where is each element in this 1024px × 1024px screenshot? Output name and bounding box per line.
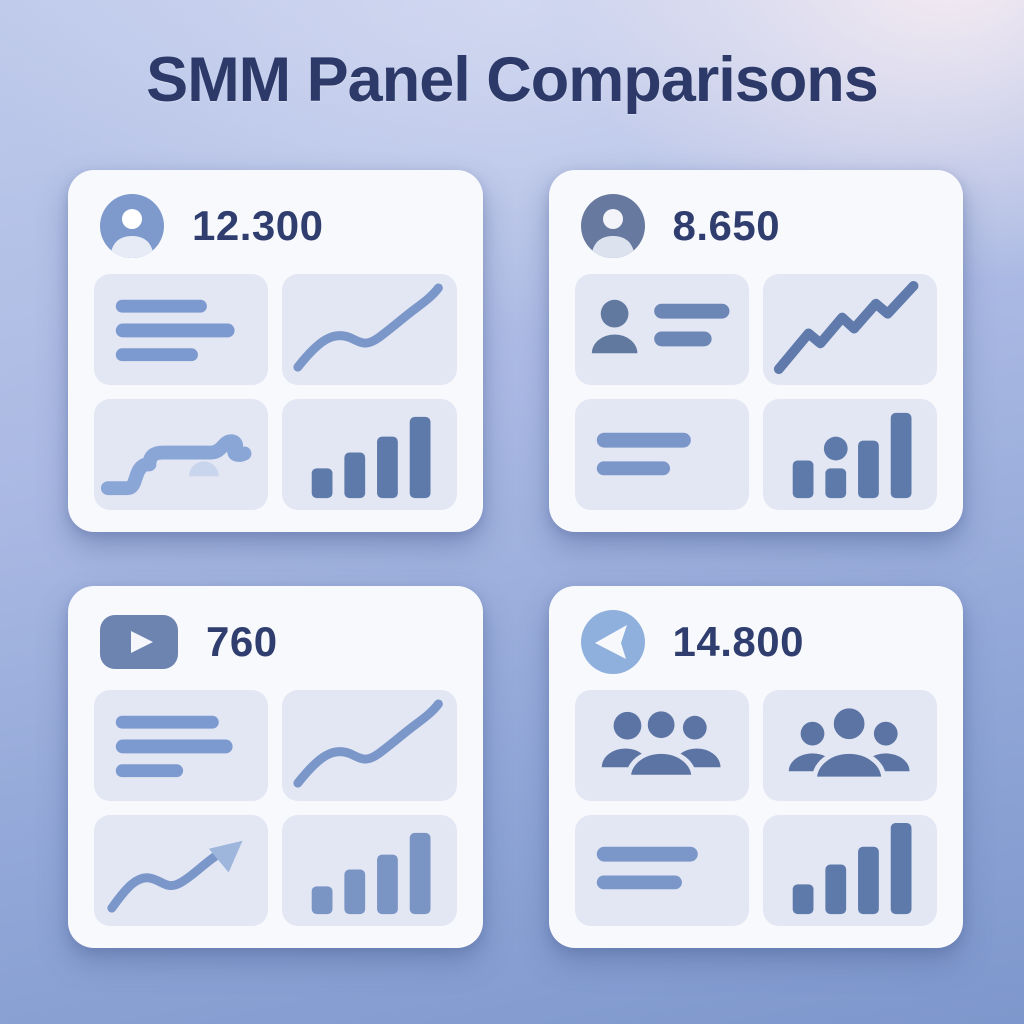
panel-card-telegram: 14.800 xyxy=(548,586,963,948)
people-group-icon xyxy=(574,690,749,801)
zigzag-chart-graphic xyxy=(762,274,937,385)
tile-grid xyxy=(94,690,457,926)
line-chart-graphic xyxy=(282,690,457,801)
panel-card-followers: 12.300 xyxy=(68,170,483,532)
card-header: 12.300 xyxy=(100,194,457,258)
user-avatar-icon xyxy=(100,194,164,258)
step-wave-graphic xyxy=(94,399,269,510)
panel-card-video-views: 760 xyxy=(68,586,483,948)
metric-value: 14.800 xyxy=(672,618,804,665)
bar-chart-graphic xyxy=(282,815,457,926)
card-header: 760 xyxy=(100,610,457,674)
card-header: 14.800 xyxy=(580,610,938,674)
tile-grid xyxy=(574,274,937,510)
metric-value: 760 xyxy=(206,618,278,665)
text-lines-graphic xyxy=(574,815,749,926)
page-title: SMM Panel Comparisons xyxy=(146,45,879,115)
line-chart-graphic xyxy=(282,274,457,385)
tile-grid xyxy=(574,690,937,926)
text-lines-graphic xyxy=(574,399,749,510)
bar-chart-dotted-graphic xyxy=(762,399,937,510)
tile-grid xyxy=(94,274,457,510)
video-play-icon xyxy=(100,615,178,669)
card-header: 8.650 xyxy=(580,194,938,258)
text-lines-graphic xyxy=(94,274,269,385)
bar-chart-graphic xyxy=(282,399,457,510)
metric-value: 8.650 xyxy=(672,202,781,249)
telegram-plane-icon xyxy=(580,610,645,674)
metric-value: 12.300 xyxy=(192,202,324,249)
text-lines-graphic xyxy=(94,690,269,801)
trend-arrow-graphic xyxy=(94,815,269,926)
panel-card-members: 8.650 xyxy=(548,170,963,532)
bar-chart-graphic xyxy=(762,815,937,926)
profile-lines-graphic xyxy=(574,274,749,385)
user-avatar-icon xyxy=(580,194,645,258)
people-group-icon xyxy=(762,690,937,801)
cards-grid: 12.300 xyxy=(68,170,963,948)
